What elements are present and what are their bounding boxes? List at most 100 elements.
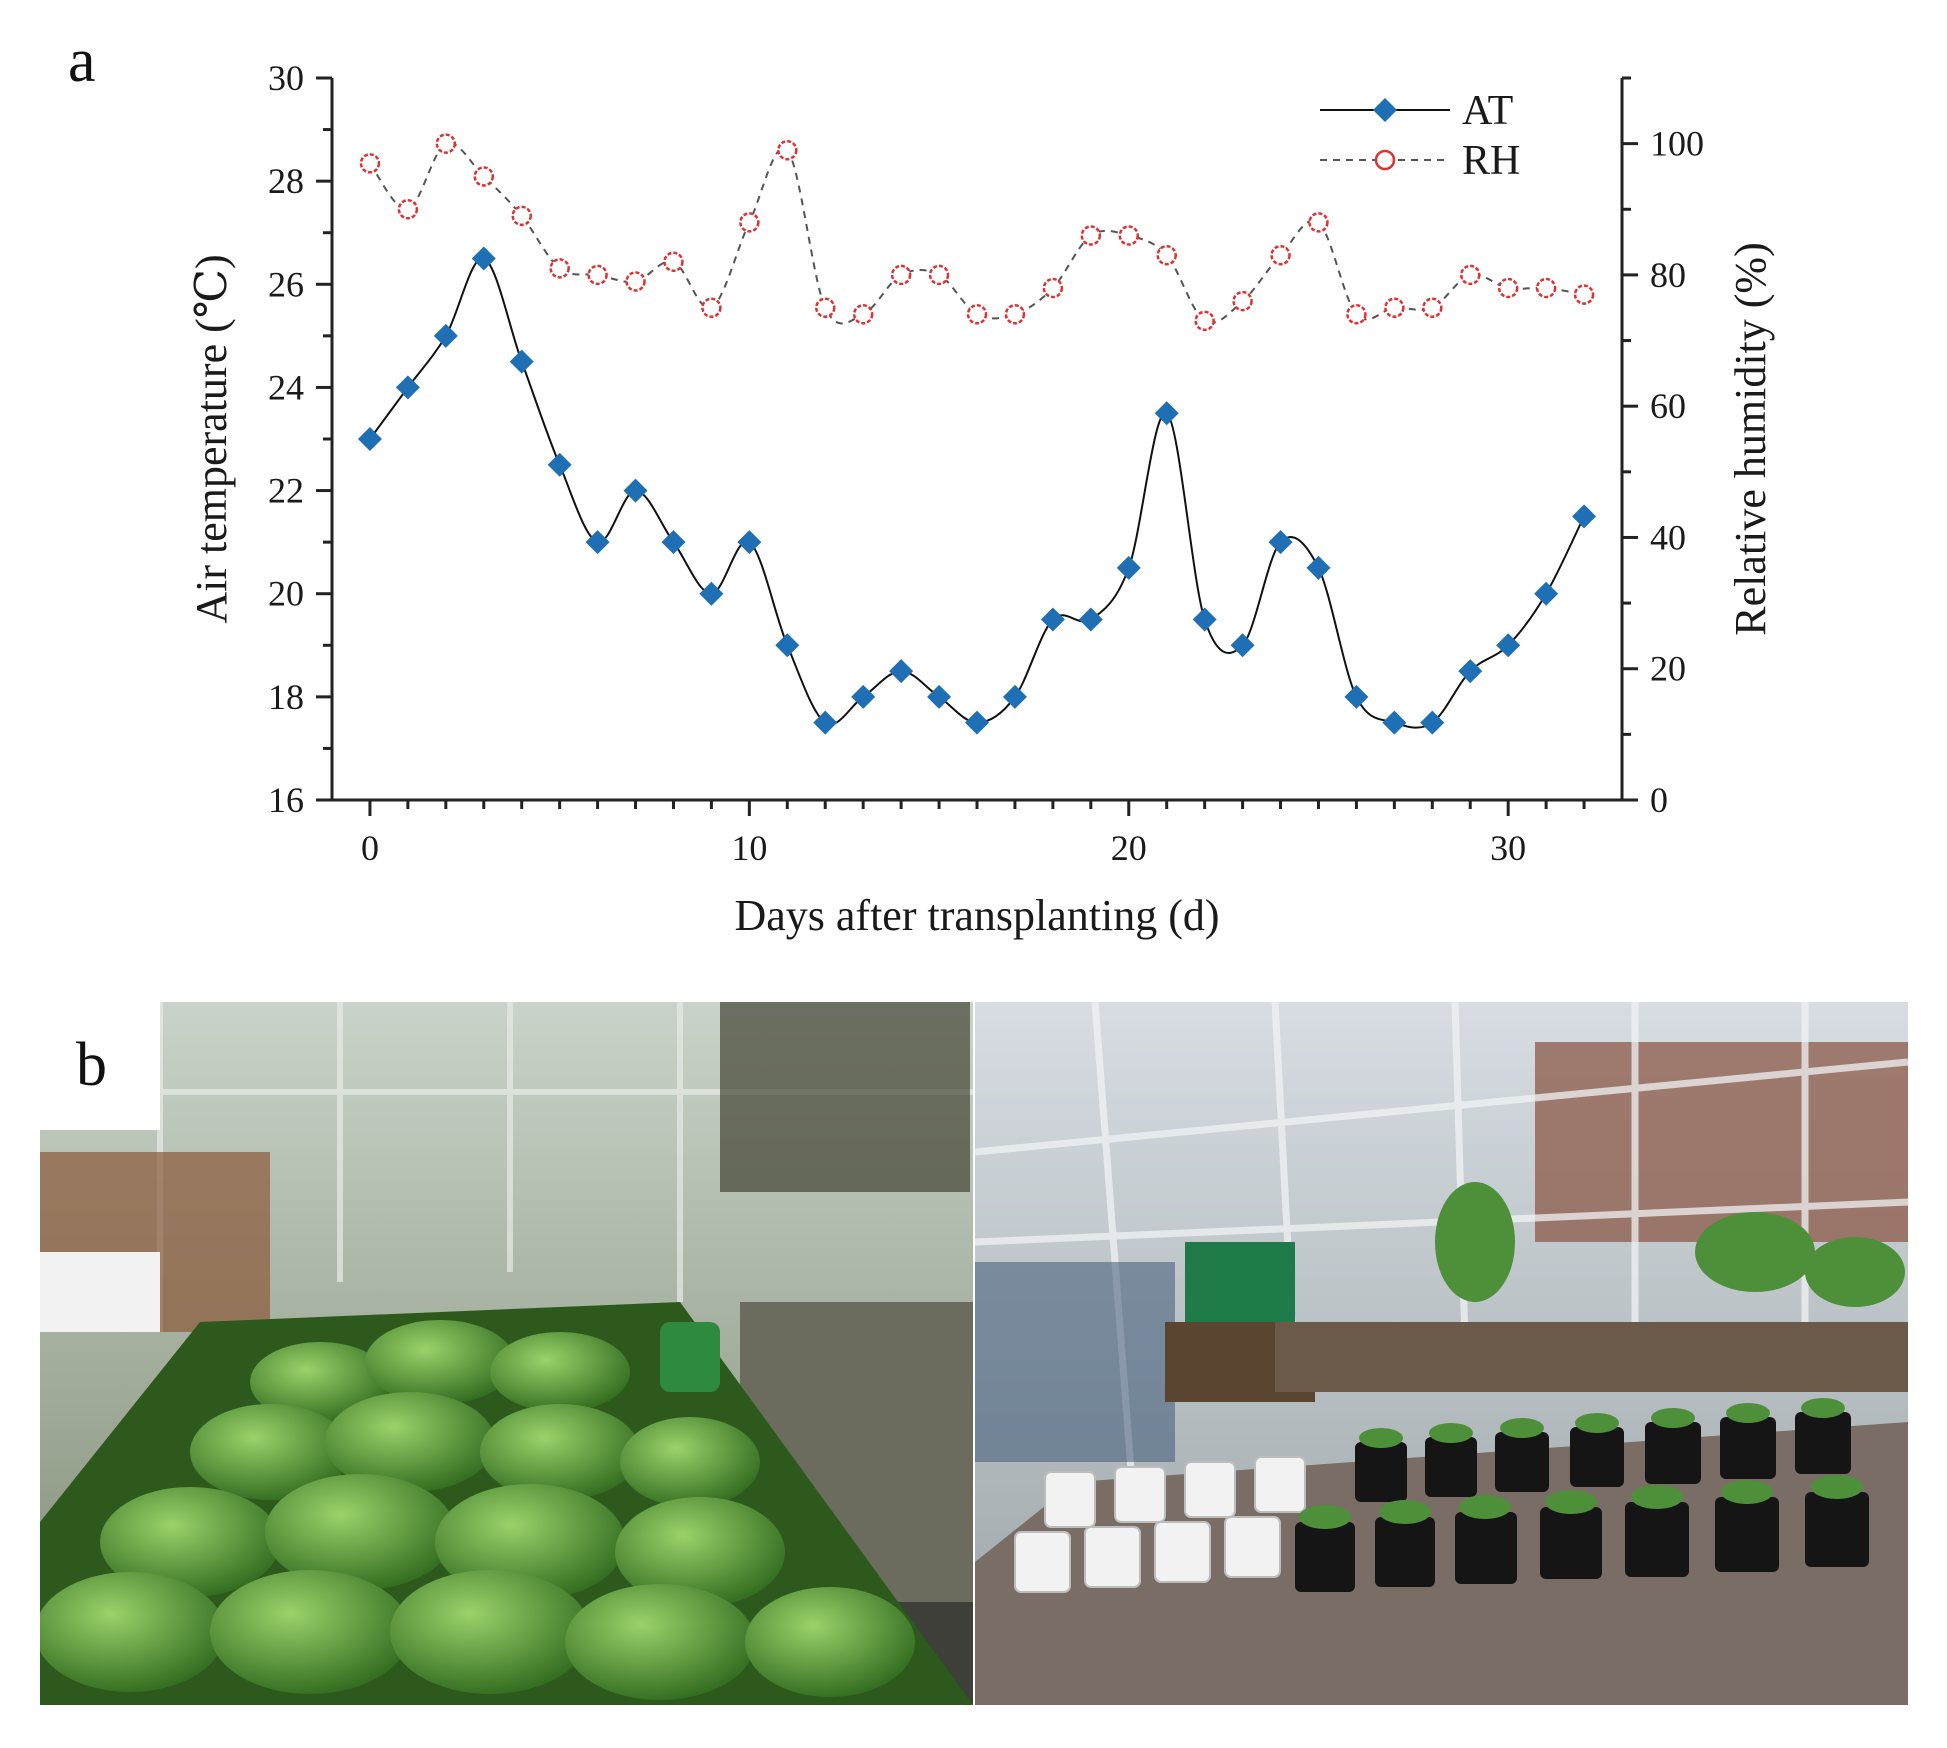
chart-axes: 0 10 20 30 16 18 20 22 24 26 28 30 0 20 40 60 80 100 [268, 58, 1704, 868]
rh-point [1042, 277, 1064, 299]
rh-point [1194, 310, 1215, 332]
y-left-tick-label: 22 [268, 471, 304, 511]
rh-point [1573, 284, 1595, 305]
at-point [1344, 684, 1369, 709]
at-point [965, 710, 989, 735]
at-point [585, 530, 610, 555]
rh-point [1308, 212, 1329, 233]
y-right-tick-label: 20 [1650, 649, 1686, 689]
x-tick-label: 20 [1111, 828, 1147, 868]
at-point [1420, 710, 1445, 735]
at-point [889, 659, 914, 684]
rh-point [966, 304, 988, 325]
rh-point [663, 251, 684, 273]
rh-point [1156, 244, 1177, 266]
at-point [1458, 659, 1483, 684]
rh-point [1080, 225, 1102, 246]
at-point [547, 452, 572, 477]
rh-point [1384, 297, 1405, 318]
y-right-tick-label: 100 [1650, 124, 1704, 164]
greenhouse-potted-seedlings-photo [975, 1002, 1908, 1705]
at-point [737, 530, 762, 555]
y-left-tick-label: 20 [268, 574, 304, 614]
legend-rh-marker [1374, 149, 1396, 171]
rh-point [1118, 225, 1140, 246]
rh-point [511, 205, 532, 227]
at-point [851, 684, 876, 709]
rh-point [890, 264, 912, 286]
rh-point [1232, 290, 1253, 312]
y-right-tick-label: 0 [1650, 780, 1668, 820]
rh-point [1004, 304, 1026, 325]
rh-point [397, 199, 419, 220]
rh-point [701, 297, 722, 318]
y-right-tick-label: 80 [1650, 255, 1686, 295]
rh-point [814, 297, 836, 318]
legend-at-label: AT [1462, 88, 1513, 134]
panel-a-label: a [68, 27, 96, 95]
at-point [1306, 555, 1331, 580]
rh-point [1535, 277, 1557, 299]
rh-point [777, 139, 798, 161]
at-point [509, 349, 534, 374]
at-point [1154, 401, 1179, 426]
rh-point [1270, 244, 1291, 266]
rh-point [739, 212, 760, 233]
at-point [357, 427, 382, 451]
rh-point [549, 258, 570, 279]
y-left-tick-label: 26 [268, 264, 304, 304]
at-point [1572, 504, 1597, 529]
rh-point [587, 264, 608, 286]
at-point [623, 478, 648, 503]
at-point [1382, 710, 1407, 735]
y-left-tick-label: 30 [268, 58, 304, 98]
rh-point [1422, 297, 1443, 318]
at-point [1268, 530, 1293, 555]
rh-point [1459, 264, 1481, 286]
panel-b-label: b [76, 1031, 107, 1099]
y-right-tick-label: 60 [1650, 386, 1686, 426]
x-axis-title: Days after transplanting (d) [734, 891, 1219, 940]
y-left-tick-label: 18 [268, 677, 304, 717]
at-point [1534, 581, 1559, 606]
rh-point [1346, 304, 1367, 325]
rh-point [852, 304, 874, 325]
x-tick-label: 30 [1490, 828, 1526, 868]
at-point [661, 530, 686, 555]
chart-series [357, 133, 1597, 735]
rh-point [928, 264, 950, 286]
at-point [1496, 633, 1521, 658]
rh-point [1497, 277, 1519, 299]
panel-b-label-box: b [40, 1002, 160, 1130]
at-point [775, 633, 800, 658]
legend-at-marker [1373, 98, 1397, 122]
rh-point [435, 133, 457, 154]
at-point [395, 375, 420, 400]
at-point [927, 684, 952, 709]
rh-point [359, 153, 381, 174]
y-axis-left-title: Air temperature (℃) [187, 254, 236, 623]
y-left-tick-label: 28 [268, 161, 304, 201]
x-tick-label: 10 [731, 828, 767, 868]
chart-a: 0 10 20 30 16 18 20 22 24 26 28 30 0 20 40 60 80 100 ATRH… [187, 58, 1775, 940]
at-point [433, 323, 458, 348]
at-point [1230, 633, 1255, 658]
at-point [699, 581, 724, 606]
at-point [1192, 607, 1217, 632]
at-point [1040, 607, 1065, 632]
at-point [471, 246, 496, 271]
y-axis-right-title: Relative humidity (%) [1726, 242, 1775, 635]
rh-series-line [369, 141, 1585, 325]
y-right-tick-label: 40 [1650, 517, 1686, 557]
at-series-line [369, 257, 1585, 729]
at-point [1116, 555, 1141, 580]
legend-rh-label: RH [1462, 138, 1520, 184]
at-point [813, 710, 838, 735]
rh-point [473, 166, 495, 187]
at-point [1002, 684, 1027, 709]
at-point [1078, 607, 1103, 632]
y-left-tick-label: 16 [268, 780, 304, 820]
y-left-tick-label: 24 [268, 367, 304, 407]
rh-point [625, 271, 646, 292]
